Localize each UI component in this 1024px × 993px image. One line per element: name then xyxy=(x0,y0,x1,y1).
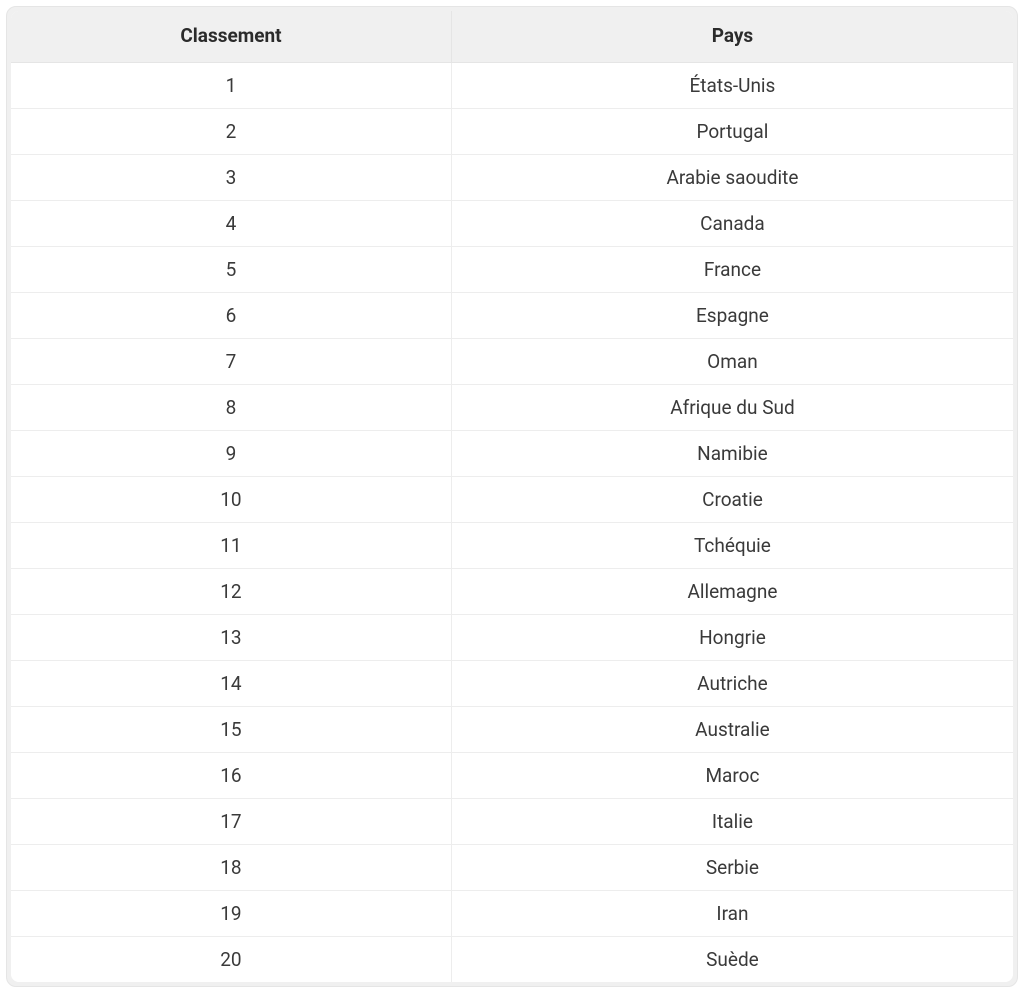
rank-cell: 15 xyxy=(11,706,452,752)
country-cell: Oman xyxy=(452,338,1013,384)
country-cell: Italie xyxy=(452,798,1013,844)
country-cell: Australie xyxy=(452,706,1013,752)
table-row: 8 Afrique du Sud xyxy=(11,384,1013,430)
rank-cell: 10 xyxy=(11,476,452,522)
country-cell: Maroc xyxy=(452,752,1013,798)
country-cell: Hongrie xyxy=(452,614,1013,660)
country-cell: Arabie saoudite xyxy=(452,154,1013,200)
table-row: 14 Autriche xyxy=(11,660,1013,706)
country-cell: Croatie xyxy=(452,476,1013,522)
table-row: 12 Allemagne xyxy=(11,568,1013,614)
country-cell: Iran xyxy=(452,890,1013,936)
table-row: 15 Australie xyxy=(11,706,1013,752)
table-row: 4 Canada xyxy=(11,200,1013,246)
rank-cell: 12 xyxy=(11,568,452,614)
rank-cell: 11 xyxy=(11,522,452,568)
table-row: 5 France xyxy=(11,246,1013,292)
rank-cell: 7 xyxy=(11,338,452,384)
country-cell: États-Unis xyxy=(452,63,1013,108)
table-row: 1 États-Unis xyxy=(11,63,1013,108)
rank-cell: 8 xyxy=(11,384,452,430)
rank-cell: 6 xyxy=(11,292,452,338)
country-cell: Serbie xyxy=(452,844,1013,890)
table-row: 11 Tchéquie xyxy=(11,522,1013,568)
table-row: 6 Espagne xyxy=(11,292,1013,338)
rank-cell: 18 xyxy=(11,844,452,890)
table-body: 1 États-Unis 2 Portugal 3 Arabie saoudit… xyxy=(11,63,1013,982)
rank-cell: 2 xyxy=(11,108,452,154)
rank-cell: 5 xyxy=(11,246,452,292)
country-cell: Canada xyxy=(452,200,1013,246)
rank-cell: 17 xyxy=(11,798,452,844)
rank-cell: 16 xyxy=(11,752,452,798)
rank-cell: 9 xyxy=(11,430,452,476)
table-row: 9 Namibie xyxy=(11,430,1013,476)
country-cell: Namibie xyxy=(452,430,1013,476)
table-header-row: Classement Pays xyxy=(11,11,1013,63)
country-cell: Portugal xyxy=(452,108,1013,154)
table-row: 19 Iran xyxy=(11,890,1013,936)
country-cell: Tchéquie xyxy=(452,522,1013,568)
country-cell: France xyxy=(452,246,1013,292)
table-row: 17 Italie xyxy=(11,798,1013,844)
country-cell: Allemagne xyxy=(452,568,1013,614)
rank-cell: 20 xyxy=(11,936,452,982)
rank-cell: 13 xyxy=(11,614,452,660)
table-row: 2 Portugal xyxy=(11,108,1013,154)
table-row: 10 Croatie xyxy=(11,476,1013,522)
table-row: 18 Serbie xyxy=(11,844,1013,890)
country-cell: Espagne xyxy=(452,292,1013,338)
table-row: 3 Arabie saoudite xyxy=(11,154,1013,200)
column-header-rank: Classement xyxy=(11,11,452,63)
rank-cell: 14 xyxy=(11,660,452,706)
rank-cell: 19 xyxy=(11,890,452,936)
country-cell: Suède xyxy=(452,936,1013,982)
ranking-table-wrapper: Classement Pays 1 États-Unis 2 Portugal … xyxy=(6,6,1018,987)
table-row: 13 Hongrie xyxy=(11,614,1013,660)
column-header-country: Pays xyxy=(452,11,1013,63)
rank-cell: 4 xyxy=(11,200,452,246)
rank-cell: 3 xyxy=(11,154,452,200)
ranking-table: Classement Pays 1 États-Unis 2 Portugal … xyxy=(11,11,1013,982)
country-cell: Autriche xyxy=(452,660,1013,706)
country-cell: Afrique du Sud xyxy=(452,384,1013,430)
table-row: 16 Maroc xyxy=(11,752,1013,798)
rank-cell: 1 xyxy=(11,63,452,108)
table-row: 20 Suède xyxy=(11,936,1013,982)
table-row: 7 Oman xyxy=(11,338,1013,384)
